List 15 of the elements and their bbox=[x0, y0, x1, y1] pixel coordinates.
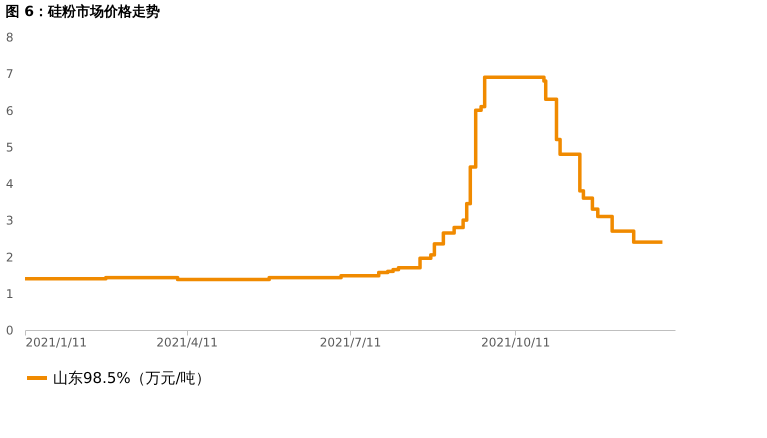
x-tick-label: 2021/1/11 bbox=[26, 336, 88, 350]
y-tick-label: 1 bbox=[6, 286, 14, 301]
y-tick-label: 6 bbox=[6, 104, 14, 118]
y-tick-label: 0 bbox=[6, 324, 14, 338]
x-tick-label: 2021/4/11 bbox=[156, 336, 218, 350]
x-tick-label: 2021/7/11 bbox=[320, 336, 382, 350]
x-tick-label: 2021/10/11 bbox=[481, 336, 550, 350]
y-tick-label: 3 bbox=[6, 214, 14, 228]
legend-label: 山东98.5%（万元/吨） bbox=[53, 369, 211, 387]
y-tick-label: 2 bbox=[6, 250, 14, 264]
y-tick-label: 8 bbox=[6, 30, 14, 44]
chart-title: 图 6：硅粉市场价格走势 bbox=[5, 3, 160, 20]
y-tick-label: 7 bbox=[6, 67, 14, 82]
y-tick-label: 4 bbox=[6, 177, 14, 191]
y-tick-label: 5 bbox=[6, 140, 14, 154]
